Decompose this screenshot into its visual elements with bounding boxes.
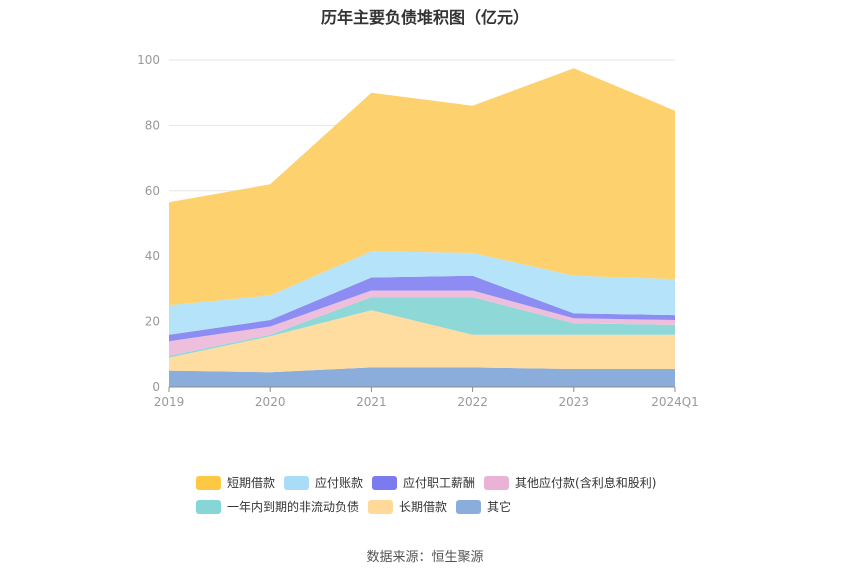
legend-swatch bbox=[196, 499, 221, 514]
x-tick-label: 2022 bbox=[457, 395, 488, 409]
y-tick-label: 60 bbox=[145, 184, 160, 198]
y-tick-label: 80 bbox=[145, 118, 160, 132]
legend-item-payroll-payable[interactable]: 应付职工薪酬 bbox=[372, 474, 475, 491]
legend-swatch bbox=[484, 475, 510, 490]
y-tick-label: 20 bbox=[145, 315, 160, 329]
legend-label: 应付账款 bbox=[315, 476, 364, 490]
legend-item-short-term-loans[interactable]: 短期借款 bbox=[196, 474, 275, 491]
x-tick-label: 2020 bbox=[255, 395, 286, 409]
legend-row-2: 一年内到期的非流动负债 长期借款 其它 bbox=[196, 498, 520, 515]
legend-swatch bbox=[456, 499, 482, 514]
x-tick-label: 2019 bbox=[154, 395, 185, 409]
legend-label: 其它 bbox=[487, 500, 512, 514]
y-tick-label: 40 bbox=[145, 249, 160, 263]
legend-row-1: 短期借款 应付账款 应付职工薪酬 其他应付款(含利息和股利) bbox=[196, 474, 665, 491]
area-series bbox=[169, 275, 675, 342]
legend-item-current-noncurrent-liabilities[interactable]: 一年内到期的非流动负债 bbox=[196, 498, 359, 515]
chart-title: 历年主要负债堆积图（亿元） bbox=[320, 8, 529, 27]
legend-label: 短期借款 bbox=[227, 476, 276, 490]
legend-swatch bbox=[368, 499, 394, 514]
legend-item-accounts-payable[interactable]: 应付账款 bbox=[284, 474, 363, 491]
data-source-note: 数据来源：恒生聚源 bbox=[366, 550, 484, 565]
legend-item-other[interactable]: 其它 bbox=[456, 498, 511, 515]
legend-label: 其他应付款(含利息和股利) bbox=[515, 476, 657, 490]
legend-swatch bbox=[372, 475, 398, 490]
y-tick-label: 100 bbox=[137, 53, 160, 67]
x-tick-label: 2023 bbox=[559, 395, 590, 409]
x-tick-label: 2024Q1 bbox=[651, 395, 699, 409]
area-series bbox=[169, 310, 675, 373]
stacked-areas bbox=[169, 68, 675, 387]
legend-label: 一年内到期的非流动负债 bbox=[227, 500, 360, 514]
legend-swatch bbox=[196, 475, 221, 490]
area-series bbox=[169, 251, 675, 335]
legend-label: 长期借款 bbox=[399, 500, 448, 514]
area-series bbox=[169, 367, 675, 387]
legend-item-long-term-loans[interactable]: 长期借款 bbox=[368, 498, 447, 515]
area-series bbox=[169, 290, 675, 356]
axes: 0 20 40 60 80 100 2019 2020 2021 2022 2023 2024Q1 bbox=[137, 53, 699, 409]
legend-label: 应付职工薪酬 bbox=[403, 476, 476, 490]
y-tick-label: 0 bbox=[152, 380, 160, 394]
legend-item-other-payables[interactable]: 其他应付款(含利息和股利) bbox=[484, 474, 656, 491]
legend-swatch bbox=[284, 475, 310, 490]
area-series bbox=[169, 68, 675, 306]
area-series bbox=[169, 297, 675, 358]
x-tick-label: 2021 bbox=[356, 395, 387, 409]
